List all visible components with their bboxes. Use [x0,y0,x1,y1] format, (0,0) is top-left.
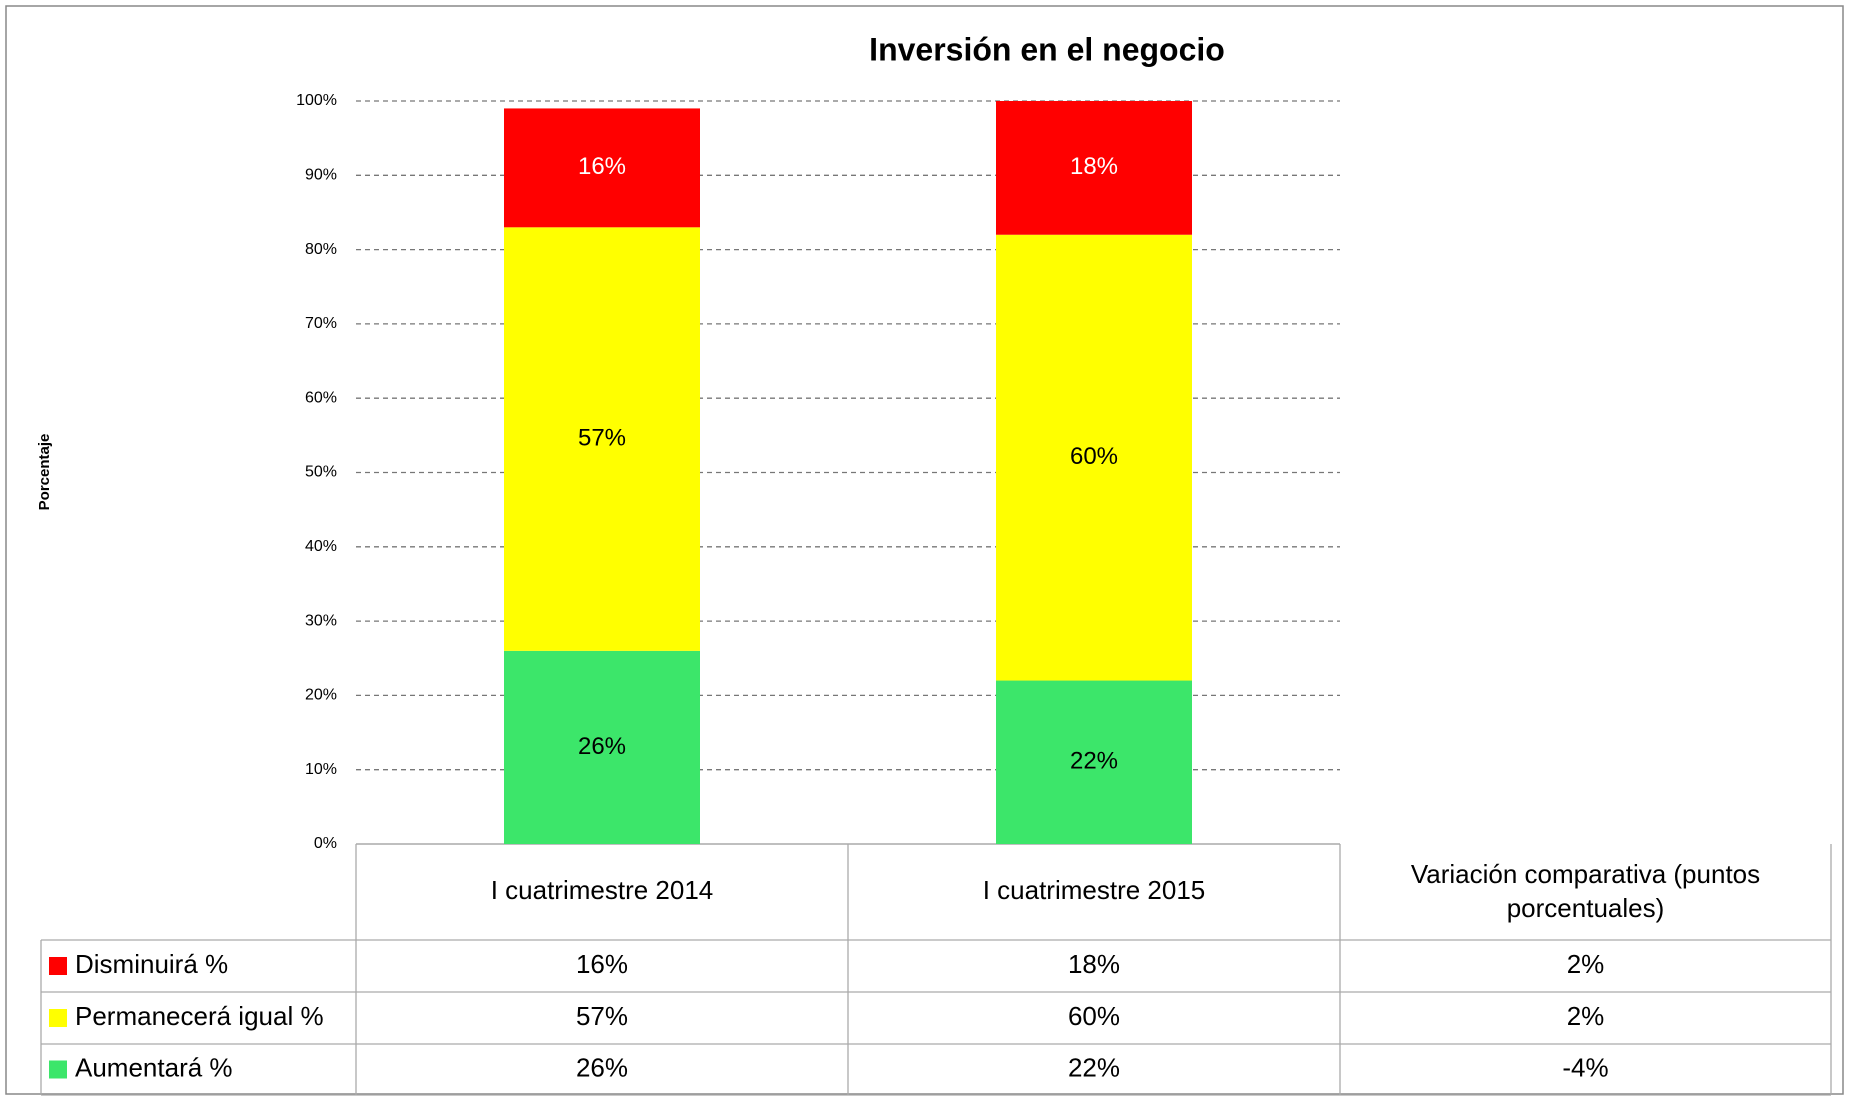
data-label: 60% [1070,443,1118,470]
y-tick-label: 80% [305,241,337,258]
y-tick-label: 90% [305,167,337,184]
y-tick-label: 60% [305,389,337,406]
y-tick-label: 0% [314,835,337,852]
bar-segment [996,101,1192,235]
table-header: Variación comparativa (puntos porcentual… [1410,859,1761,923]
chart-title: Inversión en el negocio [869,31,1225,67]
table-cell: 18% [1068,949,1120,979]
table-cell: 2% [1567,949,1605,979]
table-cell: 16% [576,949,628,979]
table-header-box: Variación comparativa (puntos porcentual… [1410,859,1761,923]
table-header: I cuatrimestre 2014 [491,875,714,905]
table-cell: 22% [1068,1052,1120,1082]
data-label: 16% [578,153,626,180]
table-cell: 26% [576,1052,628,1082]
data-label: 57% [578,424,626,451]
table-cell: 60% [1068,1001,1120,1031]
data-label: 22% [1070,748,1118,775]
bar-segment [996,234,1192,681]
legend-label: Aumentará % [75,1052,233,1082]
legend-swatch [49,1009,67,1027]
y-tick-label: 70% [305,315,337,332]
table-header: I cuatrimestre 2015 [983,875,1206,905]
table-cell: -4% [1562,1052,1608,1082]
legend-label: Disminuirá % [75,949,228,979]
y-tick-label: 10% [305,761,337,778]
legend-swatch [49,957,67,975]
bar-segment [504,108,700,228]
legend-swatch [49,1060,67,1079]
y-axis-label: Porcentaje [36,434,53,511]
y-tick-label: 20% [305,687,337,704]
bar-segment [996,680,1192,844]
y-tick-label: 40% [305,538,337,555]
data-label: 26% [578,733,626,760]
table-cell: 2% [1567,1001,1605,1031]
table-cell: 57% [576,1001,628,1031]
legend-label: Permanecerá igual % [75,1001,324,1031]
chart-frame [5,5,1844,1095]
data-label: 18% [1070,153,1118,180]
bar-segment [504,227,700,651]
y-tick-label: 100% [296,92,337,109]
y-tick-label: 30% [305,612,337,629]
bar-segment [504,650,700,844]
y-tick-label: 50% [305,464,337,481]
